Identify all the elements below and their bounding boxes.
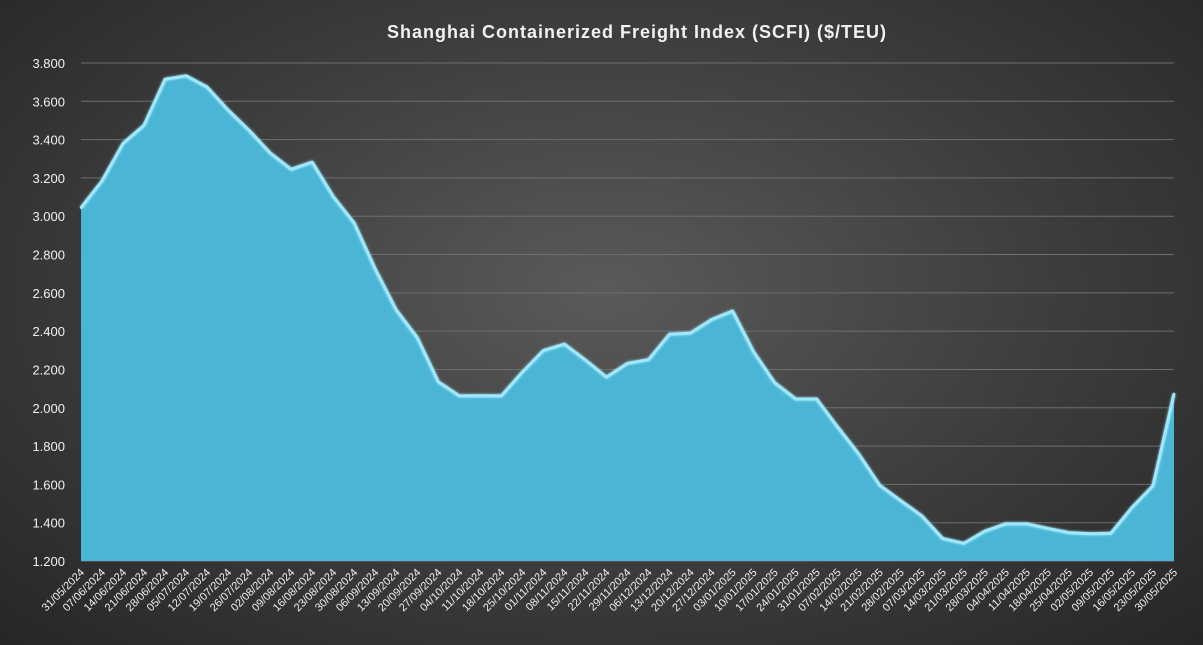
data-point xyxy=(79,206,83,210)
data-point xyxy=(289,168,293,171)
data-point xyxy=(142,124,146,127)
data-point xyxy=(521,370,524,374)
data-point xyxy=(184,74,188,78)
data-point xyxy=(226,108,230,112)
y-tick-label: 2.200 xyxy=(32,362,65,377)
data-point xyxy=(794,397,797,401)
data-point xyxy=(857,452,860,456)
data-point xyxy=(1130,506,1134,509)
data-point xyxy=(416,336,419,339)
data-point xyxy=(1109,532,1113,535)
data-point xyxy=(1172,392,1176,395)
data-point xyxy=(731,309,734,313)
data-point xyxy=(437,380,440,384)
data-point xyxy=(1151,484,1155,487)
y-tick-label: 3.400 xyxy=(32,133,65,148)
data-point xyxy=(563,342,566,346)
y-tick-label: 2.000 xyxy=(32,401,65,416)
y-tick-label: 2.400 xyxy=(32,324,65,339)
data-point xyxy=(311,161,314,164)
data-point xyxy=(458,394,461,398)
y-tick-label: 1.400 xyxy=(32,516,65,531)
data-point xyxy=(815,397,818,401)
area-fill xyxy=(81,75,1174,561)
data-point xyxy=(1004,522,1008,526)
data-point xyxy=(710,318,713,321)
data-point xyxy=(689,331,692,335)
data-point xyxy=(100,179,104,183)
data-point xyxy=(1067,531,1071,534)
data-point xyxy=(836,425,839,429)
data-point xyxy=(605,375,608,379)
data-point xyxy=(395,308,398,312)
chart-title: Shanghai Containerized Freight Index (SC… xyxy=(387,22,887,42)
data-point xyxy=(542,349,545,352)
data-point xyxy=(374,267,377,271)
data-point xyxy=(1088,532,1092,536)
data-point xyxy=(584,358,587,362)
data-point xyxy=(500,394,503,398)
data-point xyxy=(332,195,335,198)
data-point xyxy=(205,85,209,89)
y-tick-label: 1.600 xyxy=(32,477,65,492)
y-tick-label: 3.200 xyxy=(32,171,65,186)
y-tick-label: 3.800 xyxy=(32,56,65,71)
area-series xyxy=(79,74,1176,561)
y-tick-label: 1.800 xyxy=(32,439,65,454)
y-tick-label: 1.200 xyxy=(32,554,65,569)
data-point xyxy=(479,394,482,397)
data-point xyxy=(247,129,251,132)
y-tick-label: 2.800 xyxy=(32,248,65,263)
y-axis: 1.200 1.400 1.600 1.800 2.000 2.200 2.400 2.600… xyxy=(32,56,65,569)
data-point xyxy=(899,499,902,502)
y-tick-label: 2.600 xyxy=(32,286,65,301)
data-point xyxy=(941,537,944,540)
data-point xyxy=(647,358,650,361)
data-point xyxy=(752,350,755,354)
data-point xyxy=(1046,527,1050,530)
y-tick-label: 3.600 xyxy=(32,94,65,109)
data-point xyxy=(1025,522,1029,526)
data-point xyxy=(668,333,671,336)
data-point xyxy=(773,381,776,384)
data-point xyxy=(268,151,272,155)
data-point xyxy=(353,221,356,225)
data-point xyxy=(920,514,923,517)
data-point xyxy=(878,484,881,487)
x-axis: 31/05/202407/06/202414/06/202421/06/2024… xyxy=(40,567,1180,614)
data-point xyxy=(626,362,629,365)
y-tick-label: 3.000 xyxy=(32,209,65,224)
data-point xyxy=(962,542,966,545)
data-point xyxy=(163,78,167,81)
data-point xyxy=(983,529,987,533)
data-point xyxy=(121,142,125,145)
